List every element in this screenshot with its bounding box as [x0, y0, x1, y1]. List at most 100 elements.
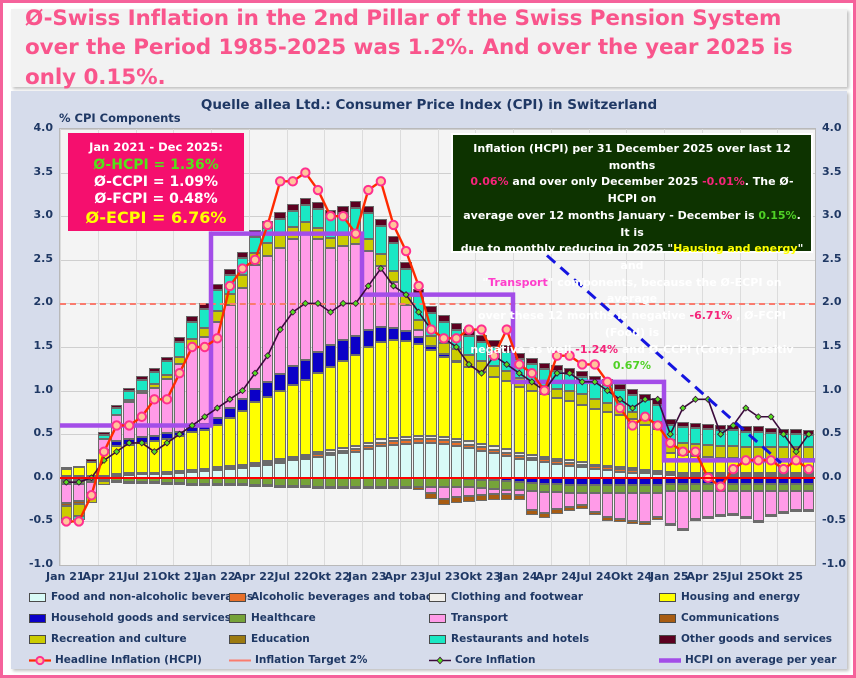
legend-label: Recreation and culture: [51, 633, 187, 645]
bar-segment: [261, 462, 274, 465]
bar-segment: [249, 388, 261, 402]
grid-line-vertical: [550, 129, 552, 565]
bar-segment: [601, 467, 614, 470]
legend-swatch: [29, 634, 46, 644]
bar-segment: [450, 360, 463, 363]
grid-line-vertical: [777, 129, 779, 565]
bar-segment: [727, 483, 739, 491]
chart-title: Quelle allea Ltd.: Consumer Price Index …: [200, 97, 658, 113]
bar-segment: [677, 421, 689, 428]
headline-inflation-marker: [350, 228, 361, 239]
bar-segment: [639, 471, 651, 474]
legend-item[interactable]: Communications: [659, 612, 779, 624]
bar-segment: [589, 408, 601, 465]
bar-segment: [601, 411, 614, 466]
legend-item[interactable]: Household goods and services: [29, 612, 231, 624]
bar-segment: [526, 390, 538, 456]
bar-segment: [677, 483, 689, 491]
bar-segment: [161, 360, 173, 375]
bar-segment: [576, 484, 588, 493]
legend-item[interactable]: Clothing and footwear: [429, 591, 583, 603]
bar-segment: [161, 356, 173, 361]
bar-segment: [689, 518, 702, 521]
bar-segment: [463, 441, 475, 445]
bar-segment: [375, 442, 387, 447]
legend-swatch: [29, 592, 46, 602]
legend-item[interactable]: Core Inflation: [429, 654, 535, 666]
legend-item[interactable]: Restaurants and hotels: [429, 633, 589, 645]
core-inflation-marker: [603, 387, 611, 395]
bar-segment: [589, 492, 601, 512]
legend-label: Food and non-alcoholic beverages: [51, 591, 254, 603]
core-inflation-marker: [314, 299, 322, 307]
bar-segment: [161, 374, 173, 380]
bar-segment: [651, 492, 664, 518]
bar-segment: [463, 478, 475, 488]
bar-segment: [186, 469, 198, 472]
bar-segment: [538, 483, 551, 492]
legend-item[interactable]: Headline Inflation (HCPI): [29, 654, 202, 666]
summary-ecpi: Ø-ECPI = 6.76%: [85, 208, 227, 227]
bar-segment: [110, 441, 123, 446]
headline-inflation-marker: [438, 333, 449, 344]
legend-item[interactable]: Transport: [429, 612, 508, 624]
legend-label: Household goods and services: [51, 612, 231, 624]
bar-segment: [299, 197, 312, 205]
headline-inflation-marker: [300, 167, 311, 178]
bar-segment: [651, 517, 664, 520]
bar-segment: [161, 471, 173, 474]
bar-segment: [576, 464, 588, 468]
bar-segment: [450, 496, 463, 504]
bar-segment: [362, 446, 375, 450]
summary-box: Jan 2021 - Dec 2025: Ø-HCPI = 1.36% Ø-CC…: [68, 133, 244, 231]
legend-item[interactable]: Inflation Target 2%: [229, 654, 367, 666]
headline-banner: Ø-Swiss Inflation in the 2nd Pillar of t…: [11, 6, 847, 90]
legend-swatch: [659, 613, 676, 623]
bar-segment: [60, 467, 73, 470]
legend-item[interactable]: HCPI on average per year: [659, 654, 836, 666]
headline-inflation-marker: [426, 324, 437, 335]
core-inflation-marker: [553, 369, 561, 377]
legend-item[interactable]: Alcoholic beverages and tobacco: [229, 591, 446, 603]
y-axis-tick-right: 1.5: [822, 339, 842, 352]
grid-line-vertical: [135, 129, 137, 565]
legend-item[interactable]: Healthcare: [229, 612, 316, 624]
grid-line: [60, 565, 815, 566]
bar-segment: [299, 360, 312, 381]
bar-segment: [136, 380, 148, 391]
summary-period: Jan 2021 - Dec 2025:: [89, 140, 223, 154]
info-l2b: and over only December 2025: [508, 175, 703, 189]
bar-segment: [412, 439, 425, 443]
legend-item[interactable]: Housing and energy: [659, 591, 800, 603]
info-box: Inflation (HCPI) per 31 December 2025 ov…: [451, 133, 813, 372]
headline-inflation-marker: [124, 420, 135, 431]
bar-segment: [312, 209, 324, 229]
y-axis-tick: 3.0: [33, 208, 54, 222]
bar-segment: [463, 487, 475, 497]
legend-swatch: [429, 613, 446, 623]
bar-segment: [387, 340, 400, 438]
headline-inflation-marker: [161, 394, 173, 405]
bar-segment: [324, 367, 337, 450]
x-axis-tick: Apr 21: [82, 570, 124, 583]
bar-segment: [387, 271, 400, 283]
bar-segment: [475, 479, 488, 489]
bar-segment: [563, 506, 576, 511]
bar-segment: [450, 486, 463, 497]
legend-item[interactable]: Recreation and culture: [29, 633, 187, 645]
bar-segment: [563, 484, 576, 493]
legend-label: Core Inflation: [455, 654, 536, 666]
bar-segment: [727, 429, 739, 446]
legend-item[interactable]: Food and non-alcoholic beverages: [29, 591, 253, 603]
line-overlay: [60, 167, 815, 527]
legend-item[interactable]: Other goods and services: [659, 633, 832, 645]
bar-segment: [765, 474, 777, 477]
bar-segment: [765, 483, 777, 491]
bar-segment: [777, 474, 790, 477]
legend-item[interactable]: Education: [229, 633, 310, 645]
bar-segment: [224, 305, 236, 409]
bar-segment: [224, 467, 236, 470]
bar-segment: [261, 381, 274, 397]
bar-segment: [224, 417, 236, 466]
